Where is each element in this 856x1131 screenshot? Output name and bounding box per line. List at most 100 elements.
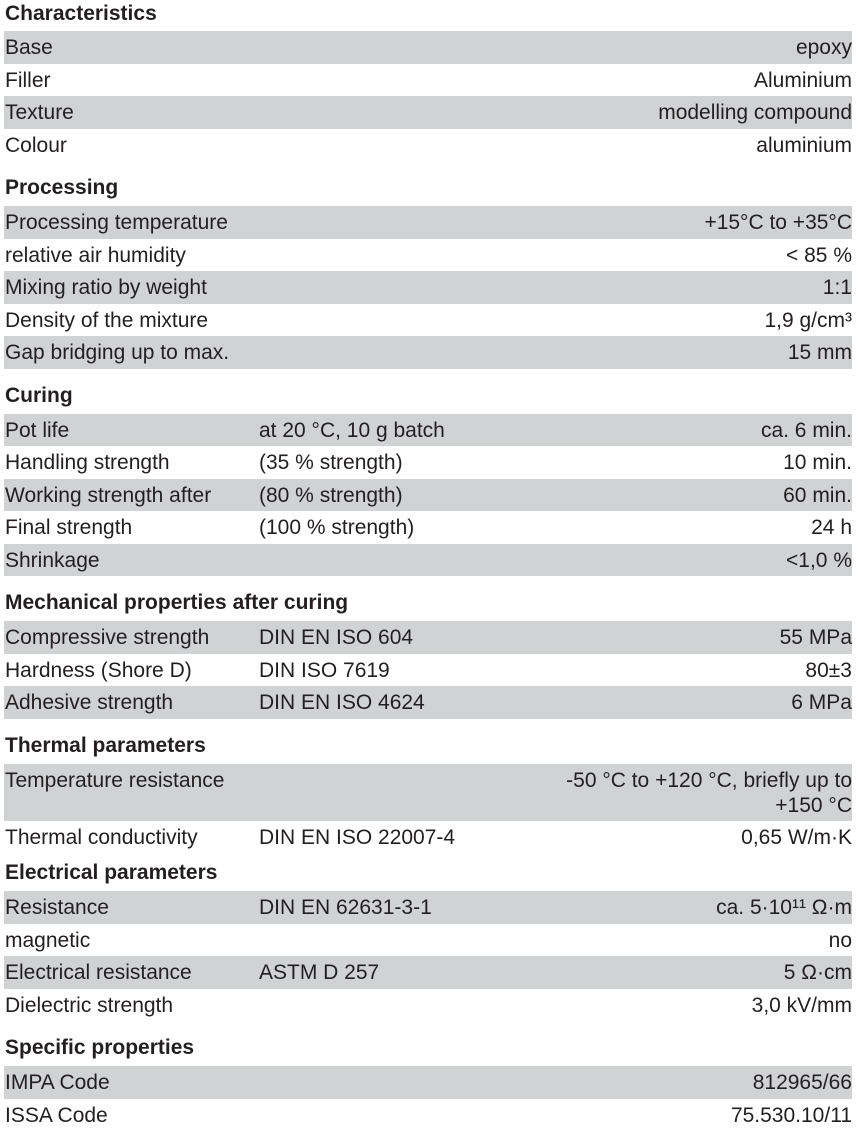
property-value: 10 min.	[519, 450, 852, 475]
table-row: Handling strength(35 % strength)10 min.	[4, 446, 852, 479]
section-heading: Mechanical properties after curing	[0, 576, 856, 621]
property-label: Texture	[4, 100, 259, 125]
test-method: ASTM D 257	[259, 960, 519, 985]
table-row: Texture modelling compound	[4, 96, 852, 129]
test-method: (100 % strength)	[259, 515, 519, 540]
table-row: relative air humidity < 85 %	[4, 239, 852, 272]
property-value: < 85 %	[519, 243, 852, 268]
property-value: <1,0 %	[519, 548, 852, 573]
property-label: Temperature resistance	[4, 768, 259, 793]
property-label: Handling strength	[4, 450, 259, 475]
section-heading: Electrical parameters	[0, 853, 856, 891]
property-value: 3,0 kV/mm	[519, 993, 852, 1018]
property-label: Electrical resistance	[4, 960, 259, 985]
section-specific-properties: Specific properties IMPA Code 812965/66 ISS…	[0, 1021, 856, 1131]
section-processing: Processing Processing temperature +15°C to…	[0, 161, 856, 369]
property-value: modelling compound	[519, 100, 852, 125]
table-row: Shrinkage <1,0 %	[4, 544, 852, 577]
table-row: Mixing ratio by weight 1:1	[4, 271, 852, 304]
table-row: Density of the mixture 1,9 g/cm³	[4, 304, 852, 337]
property-label: Compressive strength	[4, 625, 259, 650]
table-row: Base epoxy	[4, 31, 852, 64]
property-label: magnetic	[4, 928, 259, 953]
property-label: Hardness (Shore D)	[4, 658, 259, 683]
test-method: DIN EN ISO 604	[259, 625, 519, 650]
section-heading: Characteristics	[0, 0, 856, 31]
table-row: ISSA Code 75.530.10/11	[4, 1099, 852, 1131]
table-row: Gap bridging up to max. 15 mm	[4, 336, 852, 369]
table-row: Working strength after(80 % strength)60 …	[4, 479, 852, 512]
section-heading: Thermal parameters	[0, 719, 856, 764]
property-value: +15°C to +35°C	[519, 210, 852, 235]
property-label: Final strength	[4, 515, 259, 540]
property-value: -50 °C to +120 °C, briefly up to +150 °C	[519, 768, 852, 818]
property-value: 6 MPa	[519, 690, 852, 715]
section-heading: Processing	[0, 161, 856, 206]
test-method: DIN ISO 7619	[259, 658, 519, 683]
property-value: ca. 6 min.	[519, 418, 852, 443]
property-value: 75.530.10/11	[519, 1103, 852, 1128]
property-value: 812965/66	[519, 1070, 852, 1095]
property-label: Density of the mixture	[4, 308, 259, 333]
property-label: ISSA Code	[4, 1103, 259, 1128]
property-value: no	[519, 928, 852, 953]
property-label: relative air humidity	[4, 243, 259, 268]
property-value: 55 MPa	[519, 625, 852, 650]
test-method: DIN EN 62631-3-1	[259, 895, 519, 920]
property-label: Dielectric strength	[4, 993, 259, 1018]
section-heading: Curing	[0, 369, 856, 414]
test-method: (35 % strength)	[259, 450, 519, 475]
property-label: Adhesive strength	[4, 690, 259, 715]
property-label: Mixing ratio by weight	[4, 275, 259, 300]
table-row: Final strength(100 % strength)24 h	[4, 511, 852, 544]
test-method: DIN EN ISO 22007-4	[259, 825, 519, 850]
test-method: at 20 °C, 10 g batch	[259, 418, 519, 443]
section-characteristics: Characteristics Base epoxy Filler Aluminium T…	[0, 0, 856, 161]
property-label: Colour	[4, 133, 259, 158]
property-value: 1:1	[519, 275, 852, 300]
property-label: IMPA Code	[4, 1070, 259, 1095]
table-row: Colour aluminium	[4, 129, 852, 162]
property-value: aluminium	[519, 133, 852, 158]
property-value: 15 mm	[519, 340, 852, 365]
property-value: Aluminium	[519, 68, 852, 93]
property-label: Shrinkage	[4, 548, 259, 573]
property-value: epoxy	[519, 35, 852, 60]
property-label: Gap bridging up to max.	[4, 340, 259, 365]
property-value: 80±3	[519, 658, 852, 683]
property-label: Filler	[4, 68, 259, 93]
section-heading: Specific properties	[0, 1021, 856, 1066]
table-row: Dielectric strength 3,0 kV/mm	[4, 989, 852, 1022]
test-method: (80 % strength)	[259, 483, 519, 508]
property-label: Base	[4, 35, 259, 60]
property-value: 1,9 g/cm³	[519, 308, 852, 333]
property-value: 0,65 W/m·K	[519, 825, 852, 850]
table-row: IMPA Code 812965/66	[4, 1066, 852, 1099]
property-value: 5 Ω·cm	[519, 960, 852, 985]
property-value: ca. 5·10¹¹ Ω·m	[519, 895, 852, 920]
property-label: Processing temperature	[4, 210, 259, 235]
property-value: 60 min.	[519, 483, 852, 508]
property-label: Resistance	[4, 895, 259, 920]
table-row: Filler Aluminium	[4, 64, 852, 97]
property-label: Pot life	[4, 418, 259, 443]
table-row: magnetic no	[4, 924, 852, 957]
property-label: Thermal conductivity	[4, 825, 259, 850]
table-row: Processing temperature +15°C to +35°C	[4, 206, 852, 239]
property-label: Working strength after	[4, 483, 259, 508]
table-row: Temperature resistance -50 °C to +120 °C,…	[4, 764, 852, 821]
property-value: 24 h	[519, 515, 852, 540]
test-method: DIN EN ISO 4624	[259, 690, 519, 715]
